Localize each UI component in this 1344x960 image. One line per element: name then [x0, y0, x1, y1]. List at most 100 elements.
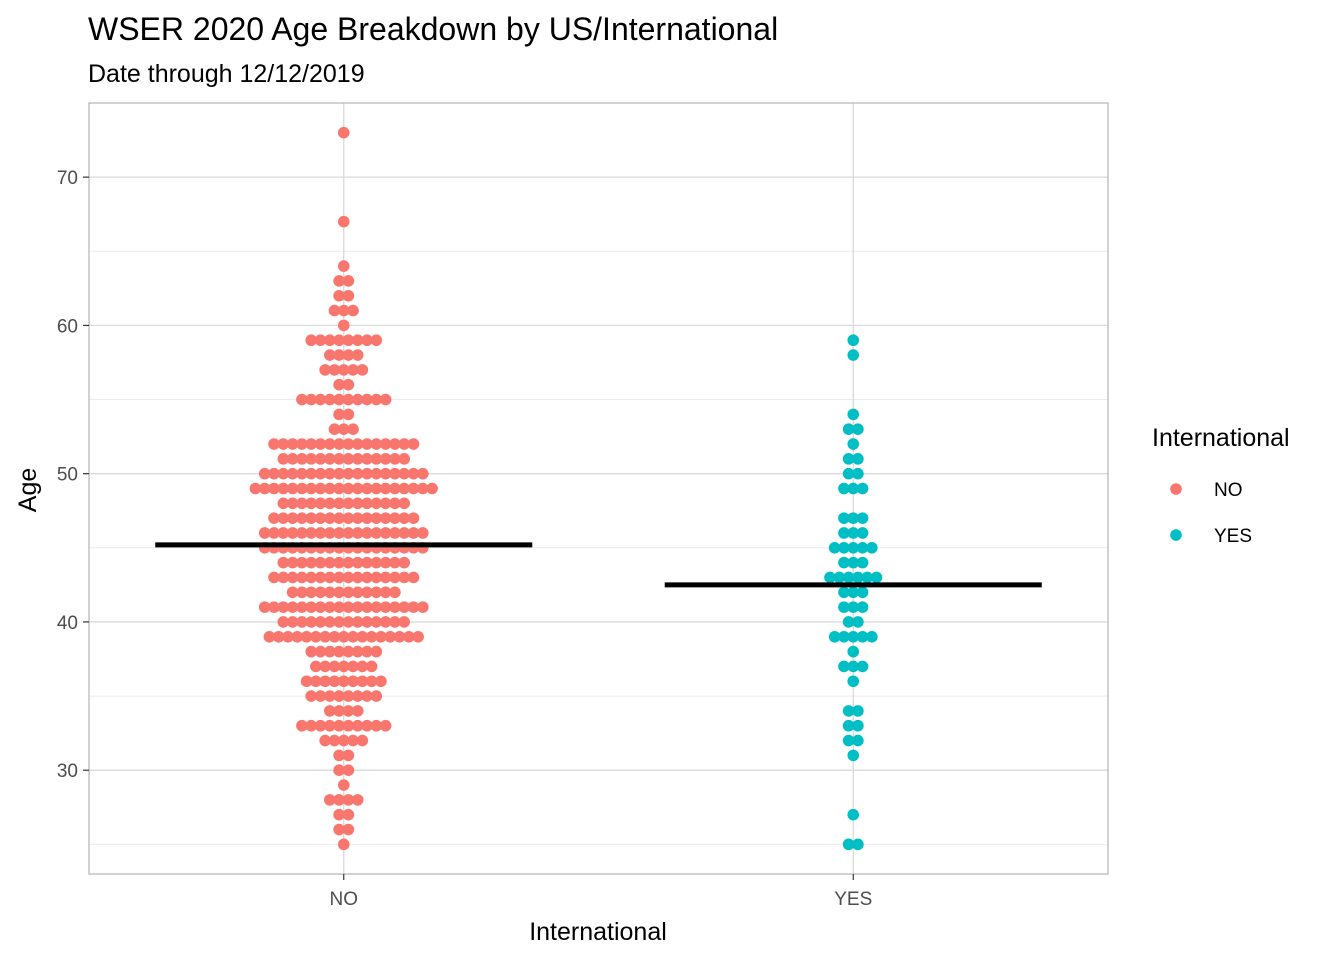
data-point-no: [389, 601, 401, 613]
data-point-yes: [847, 645, 860, 658]
data-point-no: [305, 586, 318, 599]
data-point-no: [314, 482, 327, 495]
data-point-no: [361, 690, 373, 702]
data-point-no: [342, 438, 355, 450]
data-point-no: [333, 497, 345, 510]
data-point-no: [333, 512, 345, 524]
data-point-no: [324, 527, 336, 539]
data-point-no: [342, 764, 355, 777]
legend-label-yes: YES: [1214, 526, 1252, 547]
data-point-no: [333, 408, 345, 421]
data-point-no: [314, 719, 327, 732]
data-point-no: [361, 601, 373, 613]
data-point-yes: [838, 586, 850, 599]
data-point-no: [286, 482, 299, 495]
data-point-yes: [852, 423, 864, 435]
data-point-no: [407, 512, 420, 524]
data-point-no: [342, 690, 355, 702]
data-point-no: [361, 467, 373, 480]
data-point-no: [305, 556, 318, 569]
data-point-no: [342, 601, 355, 613]
data-point-yes: [842, 719, 855, 732]
data-point-no: [258, 527, 271, 539]
data-point-no: [314, 645, 327, 658]
data-point-no: [337, 838, 350, 851]
data-point-no: [268, 467, 280, 480]
data-point-no: [337, 364, 350, 376]
data-point-yes: [856, 601, 869, 613]
data-point-no: [324, 349, 336, 361]
data-point-no: [305, 527, 318, 539]
data-point-yes: [847, 749, 860, 762]
data-point-no: [379, 497, 392, 510]
data-point-yes: [870, 571, 883, 584]
data-point-no: [305, 482, 318, 495]
data-point-no: [407, 482, 420, 495]
legend-key-yes: [1170, 529, 1182, 541]
data-point-no: [337, 423, 350, 435]
data-point-yes: [861, 571, 873, 584]
data-point-no: [277, 497, 290, 510]
data-point-no: [324, 690, 336, 702]
data-point-no: [314, 616, 327, 628]
data-point-no: [361, 556, 373, 569]
data-point-no: [296, 393, 308, 406]
data-point-yes: [852, 838, 864, 851]
data-point-no: [333, 764, 345, 777]
data-point-no: [333, 690, 345, 702]
data-point-no: [305, 453, 318, 465]
data-point-no: [398, 527, 411, 539]
data-point-no: [333, 823, 345, 836]
data-point-no: [305, 334, 318, 347]
data-point-no: [337, 779, 350, 791]
data-point-no: [403, 630, 415, 643]
data-point-no: [389, 556, 401, 569]
data-point-no: [337, 734, 350, 747]
x-axis-title: International: [529, 918, 667, 946]
data-point-no: [286, 438, 299, 450]
data-point-no: [277, 616, 290, 628]
data-point-no: [389, 453, 401, 465]
chart-title: WSER 2020 Age Breakdown by US/Internatio…: [88, 11, 778, 47]
data-point-no: [324, 719, 336, 732]
data-point-no: [337, 319, 350, 332]
data-point-no: [324, 482, 336, 495]
data-point-no: [305, 690, 318, 702]
data-point-no: [370, 586, 383, 599]
data-point-no: [314, 571, 327, 584]
data-point-no: [370, 571, 383, 584]
data-point-yes: [847, 349, 860, 361]
data-point-no: [356, 630, 369, 643]
data-point-yes: [852, 453, 864, 465]
data-point-no: [337, 126, 350, 139]
data-point-no: [342, 556, 355, 569]
data-point-no: [370, 467, 383, 480]
data-point-no: [296, 571, 308, 584]
data-point-no: [333, 794, 345, 806]
data-point-no: [342, 794, 355, 806]
data-point-yes: [852, 719, 864, 732]
y-tick-label: 30: [57, 761, 78, 782]
data-point-no: [324, 467, 336, 480]
data-point-no: [370, 527, 383, 539]
data-point-no: [351, 705, 364, 717]
data-point-no: [324, 601, 336, 613]
data-point-yes: [856, 556, 869, 569]
data-point-no: [351, 690, 364, 702]
data-point-no: [333, 438, 345, 450]
data-point-no: [347, 734, 359, 747]
data-point-no: [342, 616, 355, 628]
data-point-no: [365, 630, 378, 643]
data-point-yes: [847, 482, 860, 495]
data-point-no: [342, 749, 355, 762]
legend-label-no: NO: [1214, 480, 1243, 501]
data-point-no: [398, 453, 411, 465]
data-point-no: [319, 734, 331, 747]
data-point-no: [305, 719, 318, 732]
data-point-no: [393, 630, 406, 643]
data-point-no: [347, 675, 359, 688]
data-point-no: [324, 705, 336, 717]
data-point-no: [328, 364, 341, 376]
data-point-no: [365, 660, 378, 673]
data-point-no: [314, 497, 327, 510]
